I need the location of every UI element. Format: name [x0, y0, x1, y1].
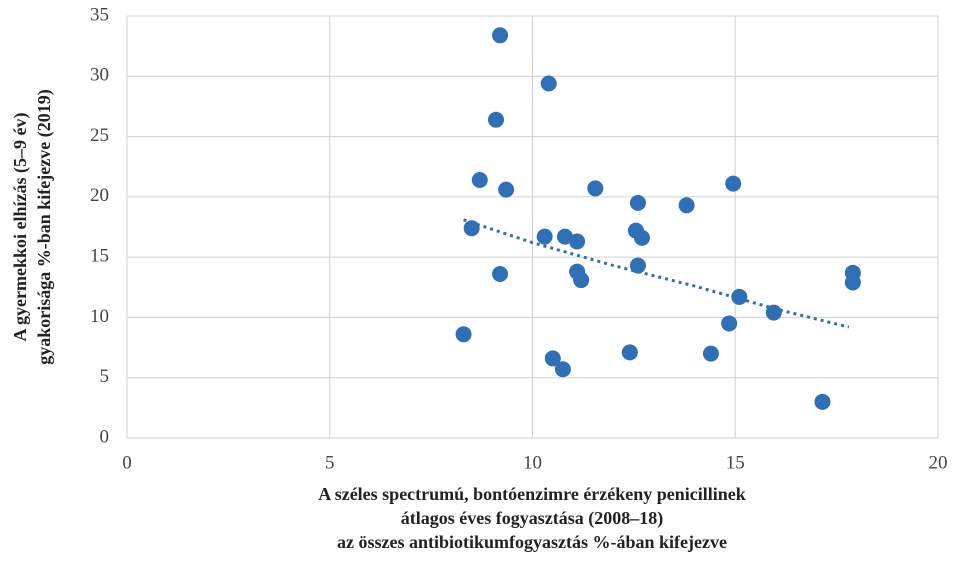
- y-tick-label: 35: [90, 4, 109, 25]
- point: [731, 288, 748, 305]
- y-tick-label: 15: [90, 246, 109, 267]
- point: [633, 229, 650, 246]
- x-tick-label: 20: [929, 452, 948, 473]
- point: [498, 181, 515, 198]
- point: [814, 393, 831, 410]
- y-tick-label: 5: [100, 366, 110, 387]
- point: [844, 274, 861, 291]
- y-tick-label: 20: [90, 185, 109, 206]
- x-tick-label: 15: [726, 452, 745, 473]
- x-axis-label: az összes antibiotikumfogyasztás %-ában …: [337, 532, 727, 552]
- point: [471, 171, 488, 188]
- x-tick-label: 10: [523, 452, 542, 473]
- x-tick-label: 0: [122, 452, 132, 473]
- point: [621, 344, 638, 361]
- point: [455, 326, 472, 343]
- trendline: [463, 218, 850, 329]
- point: [678, 197, 695, 214]
- point: [540, 75, 557, 92]
- point: [725, 175, 742, 192]
- point: [587, 180, 604, 197]
- point: [765, 304, 782, 321]
- point: [554, 361, 571, 378]
- point: [492, 27, 509, 44]
- point: [488, 111, 505, 128]
- point: [569, 233, 586, 250]
- point: [536, 228, 553, 245]
- point: [463, 220, 480, 237]
- x-tick-label: 5: [325, 452, 335, 473]
- point: [544, 350, 561, 367]
- y-tick-label: 30: [90, 65, 109, 86]
- x-axis-label: A széles spectrumú, bontóenzimre érzéken…: [318, 484, 746, 504]
- point: [629, 257, 646, 274]
- point: [721, 315, 738, 332]
- y-tick-label: 25: [90, 125, 109, 146]
- point: [492, 266, 509, 283]
- point: [573, 272, 590, 289]
- y-axis-label: A gyermekkoi elhízás (5–9 év): [10, 113, 31, 342]
- point: [556, 228, 573, 245]
- x-axis-label: átlagos éves fogyasztása (2008–18): [401, 508, 663, 529]
- point: [629, 194, 646, 211]
- y-tick-label: 10: [90, 306, 109, 327]
- point: [702, 345, 719, 362]
- y-tick-label: 0: [100, 426, 110, 447]
- y-axis-label: gyakorisága %-ban kifejezve (2019): [34, 89, 55, 364]
